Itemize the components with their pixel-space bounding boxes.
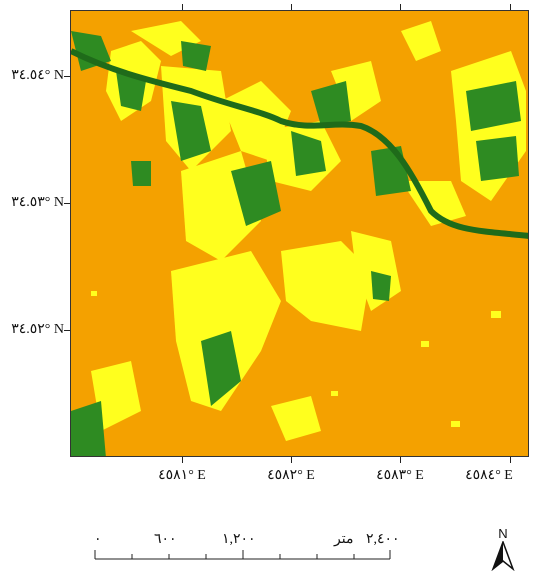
scale-bar (94, 550, 391, 560)
frame-tick (291, 4, 292, 10)
frame-tick (510, 4, 511, 10)
vegetation-dark-layer (71, 31, 521, 456)
frame-tick (182, 4, 183, 10)
lon-label-1: ٤٥٨١° E (158, 468, 206, 483)
north-label: N (498, 526, 508, 541)
scale-label-2400: ٢,٤٠٠ (366, 532, 400, 547)
lon-label-2: ٤٥٨٢° E (267, 468, 315, 483)
scale-label-0: ٠ (94, 532, 102, 547)
frame-tick (510, 457, 511, 463)
classification-map (71, 11, 528, 456)
speckle-layer (91, 291, 501, 427)
lat-label-2: ٣٤.٥٣° N (11, 195, 64, 210)
frame-tick (291, 457, 292, 463)
lon-label-4: ٤٥٨٤° E (465, 468, 513, 483)
scale-unit: متر (334, 532, 354, 547)
frame-tick (64, 330, 70, 331)
frame-tick (400, 4, 401, 10)
river-line (71, 48, 528, 239)
lat-label-1: ٣٤.٥٤° N (11, 68, 64, 83)
map-frame (70, 10, 529, 457)
frame-tick (400, 457, 401, 463)
scale-label-600: ٦٠٠ (154, 532, 177, 547)
scale-label-1200: ١,٢٠٠ (222, 532, 256, 547)
north-arrow: N (488, 527, 518, 573)
frame-tick (64, 76, 70, 77)
lat-label-3: ٣٤.٥٢° N (11, 322, 64, 337)
frame-tick (64, 203, 70, 204)
north-arrow-icon (491, 541, 515, 571)
lon-label-3: ٤٥٨٣° E (376, 468, 424, 483)
frame-tick (182, 457, 183, 463)
